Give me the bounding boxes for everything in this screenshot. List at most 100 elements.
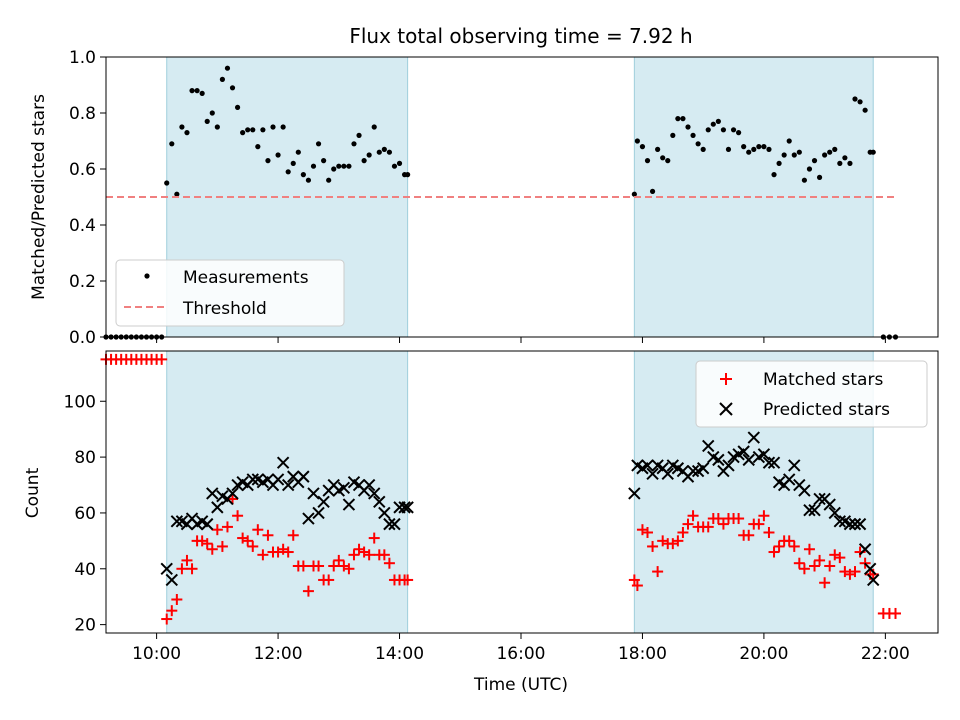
measurements-point <box>405 172 411 178</box>
measurements-point <box>700 146 706 152</box>
matched-stars-legend-label: Matched stars <box>763 370 883 390</box>
predicted-stars-point <box>867 573 880 587</box>
top-plot-marks <box>103 65 899 340</box>
matched-stars-point <box>628 574 640 586</box>
measurements-point <box>209 110 215 116</box>
measurements-point <box>680 116 686 122</box>
observing-span-1 <box>166 351 408 633</box>
measurements-point <box>634 138 640 144</box>
matched-stars-point <box>257 549 269 561</box>
bottom-plot-marks <box>100 353 901 625</box>
measurements-point <box>715 118 721 124</box>
matched-stars-point <box>247 540 259 552</box>
measurements-point <box>690 132 696 138</box>
matched-stars-point <box>348 549 360 561</box>
predicted-stars-point <box>398 501 411 514</box>
measurements-point <box>164 180 170 186</box>
predicted-stars-point <box>297 470 310 483</box>
predicted-stars-point <box>762 456 776 469</box>
y-tick-label: 0.6 <box>69 160 96 180</box>
matched-stars-point <box>849 566 861 578</box>
measurements-point <box>361 158 367 164</box>
y-tick-label: 0.4 <box>69 216 96 236</box>
y-tick-label: 0.2 <box>69 272 96 292</box>
measurements-point <box>781 152 787 158</box>
measurements-point <box>234 104 241 110</box>
measurements-point <box>174 191 180 197</box>
matched-stars-point <box>793 557 805 569</box>
measurements-point <box>250 127 256 133</box>
measurements-point <box>245 127 251 133</box>
predicted-stars-point <box>226 487 239 500</box>
matched-stars-point <box>798 563 810 575</box>
predicted-stars-point <box>813 492 826 506</box>
predicted-stars-point <box>383 517 396 531</box>
predicted-stars-point <box>646 467 659 481</box>
measurements-point <box>331 166 337 172</box>
measurements-point <box>194 88 200 94</box>
predicted-stars-point <box>160 562 173 575</box>
measurements-point <box>356 132 362 138</box>
matched-stars-point <box>333 554 345 566</box>
matched-stars-point <box>176 563 188 575</box>
measurements-point <box>751 146 757 152</box>
measurements-point <box>310 163 317 169</box>
x-tick-label: 22:00 <box>861 644 910 664</box>
measurements-point <box>351 141 357 147</box>
measurements-point <box>822 152 828 158</box>
measurements-point <box>660 155 666 161</box>
measurements-point <box>720 127 727 133</box>
measurements-point <box>204 118 210 124</box>
predicted-stars-point <box>302 512 315 525</box>
measurements-point <box>386 149 393 155</box>
matched-stars-point <box>814 554 826 566</box>
measurements-point <box>705 127 711 133</box>
predicted-stars-point <box>312 506 325 520</box>
predicted-stars-point <box>378 506 391 520</box>
x-tick-label: 16:00 <box>496 644 545 664</box>
predicted-stars-point <box>342 498 356 511</box>
measurements-point <box>229 85 236 91</box>
top-axis-ticks: 0.0 0.2 0.4 0.6 0.8 1.0 <box>69 48 886 348</box>
top-panel: 0.0 0.2 0.4 0.6 0.8 1.0 Matched/Predicted sta… <box>29 48 939 348</box>
predicted-stars-point <box>788 459 801 472</box>
predicted-stars-point <box>211 501 224 514</box>
measurements-point <box>649 188 656 194</box>
predicted-stars-point <box>833 515 847 528</box>
predicted-stars-point <box>696 462 710 475</box>
predicted-stars-point <box>712 453 725 467</box>
matched-stars-point <box>368 532 380 544</box>
top-axes-frame <box>105 56 939 338</box>
matched-stars-point <box>302 585 314 597</box>
measurements-point <box>811 158 818 164</box>
matched-stars-point <box>652 566 664 578</box>
matched-stars-legend-marker <box>720 373 732 385</box>
matched-stars-point <box>181 554 193 566</box>
predicted-stars-point <box>373 495 386 508</box>
predicted-stars-legend-marker <box>719 402 733 416</box>
measurements-point <box>631 191 637 197</box>
predicted-stars-point <box>747 431 760 444</box>
measurements-point <box>655 146 661 152</box>
measurements-point <box>321 158 327 164</box>
y-tick-label: 40 <box>74 560 96 580</box>
matched-stars-point <box>402 574 414 586</box>
y-tick-label: 1.0 <box>69 48 96 68</box>
x-tick-label: 12:00 <box>254 644 303 664</box>
measurements-point <box>766 146 772 152</box>
measurements-point <box>305 177 312 183</box>
measurements-point <box>816 174 823 180</box>
predicted-stars-point <box>165 573 178 587</box>
top-legend-box <box>115 259 345 327</box>
matched-stars-point <box>763 526 775 538</box>
measurements-point <box>240 130 246 136</box>
measurements-point <box>346 163 352 169</box>
matched-stars-point <box>773 540 785 552</box>
matched-stars-point <box>889 607 901 619</box>
measurements-point <box>285 169 291 175</box>
measurements-point <box>184 130 190 136</box>
measurements-point <box>260 127 266 133</box>
measurements-point <box>189 88 195 94</box>
predicted-stars-point <box>170 515 184 528</box>
